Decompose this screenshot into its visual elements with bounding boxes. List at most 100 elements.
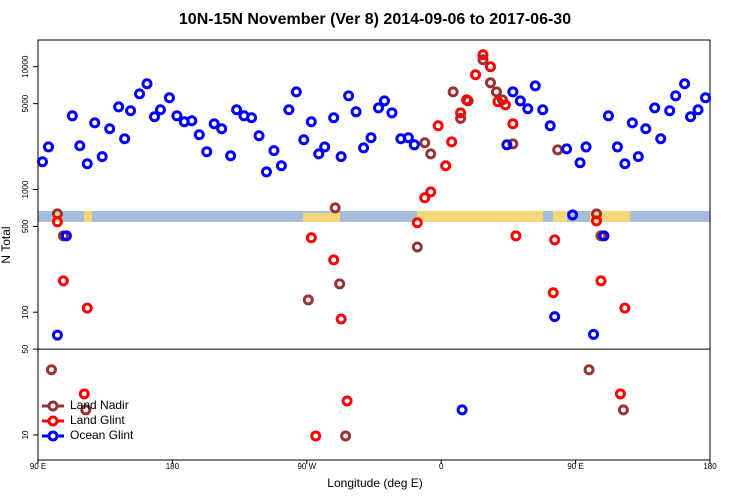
point <box>335 151 347 163</box>
point <box>583 364 595 376</box>
point <box>614 388 626 400</box>
point <box>298 134 310 146</box>
chart-title: 10N-15N November (Ver 8) 2014-09-06 to 2… <box>179 11 571 28</box>
point <box>51 216 63 228</box>
point <box>507 138 519 150</box>
y-tick-label: 10000 <box>21 55 30 78</box>
point <box>260 166 272 178</box>
point <box>208 118 220 130</box>
point <box>340 430 352 442</box>
point <box>685 111 697 123</box>
y-tick-label: 50 <box>21 344 30 353</box>
point <box>655 133 667 145</box>
point <box>74 140 86 152</box>
point <box>163 92 175 104</box>
point <box>125 105 137 117</box>
point <box>411 217 423 229</box>
point <box>216 123 228 135</box>
x-tick-label: 0 <box>439 462 444 471</box>
point <box>470 69 482 81</box>
point <box>290 86 302 98</box>
point <box>275 160 287 172</box>
point <box>411 241 423 253</box>
point <box>692 104 704 116</box>
point <box>567 209 579 221</box>
point <box>372 102 384 114</box>
point <box>402 132 414 144</box>
point <box>78 388 90 400</box>
point <box>425 186 437 198</box>
point <box>419 137 431 149</box>
y-tick-label: 5000 <box>21 94 30 112</box>
legend-marker <box>47 415 59 427</box>
point <box>148 111 160 123</box>
point <box>328 112 340 124</box>
point <box>574 157 586 169</box>
point <box>45 364 57 376</box>
point <box>335 313 347 325</box>
point <box>440 160 452 172</box>
x-axis-label: Longitude (deg E) <box>327 476 422 490</box>
point <box>561 143 573 155</box>
point <box>455 107 467 119</box>
point <box>89 117 101 129</box>
point <box>514 95 526 107</box>
point <box>302 294 314 306</box>
point <box>268 145 280 157</box>
point <box>484 77 496 89</box>
point <box>626 117 638 129</box>
point <box>36 156 48 168</box>
point <box>305 116 317 128</box>
point <box>193 129 205 141</box>
point <box>386 107 398 119</box>
point <box>700 92 712 104</box>
x-tick-label: 90 W <box>297 462 316 471</box>
point <box>552 144 564 156</box>
point <box>313 148 325 160</box>
point <box>537 104 549 116</box>
x-tick-label: 90 E <box>30 462 46 471</box>
point <box>640 123 652 135</box>
y-tick-label: 10 <box>21 430 30 439</box>
point <box>619 302 631 314</box>
point <box>343 90 355 102</box>
point <box>305 232 317 244</box>
x-tick-label: 90 E <box>567 462 583 471</box>
point <box>80 404 92 416</box>
point <box>580 141 592 153</box>
point <box>60 230 72 242</box>
point <box>154 104 166 116</box>
point <box>679 78 691 90</box>
point <box>507 118 519 130</box>
point <box>341 395 353 407</box>
point <box>378 95 390 107</box>
y-tick-label: 500 <box>21 219 30 233</box>
point <box>119 133 131 145</box>
point <box>507 86 519 98</box>
point <box>611 141 623 153</box>
point <box>617 404 629 416</box>
point <box>328 254 340 266</box>
point <box>484 61 496 73</box>
point <box>501 139 513 151</box>
point <box>350 106 362 118</box>
point <box>455 112 467 124</box>
y-tick-label: 1000 <box>21 180 30 198</box>
point <box>461 94 473 106</box>
point <box>201 146 213 158</box>
point <box>591 215 603 227</box>
x-tick-label: 180 <box>703 462 717 471</box>
point <box>477 54 489 66</box>
point <box>456 404 468 416</box>
point <box>477 49 489 61</box>
point <box>632 151 644 163</box>
legend-label: Land Nadir <box>70 398 129 412</box>
point <box>186 115 198 127</box>
point <box>447 86 459 98</box>
point <box>595 275 607 287</box>
y-axis-label: N Total <box>0 226 13 263</box>
point <box>510 230 522 242</box>
point <box>670 90 682 102</box>
point <box>231 104 243 116</box>
point <box>499 99 511 111</box>
